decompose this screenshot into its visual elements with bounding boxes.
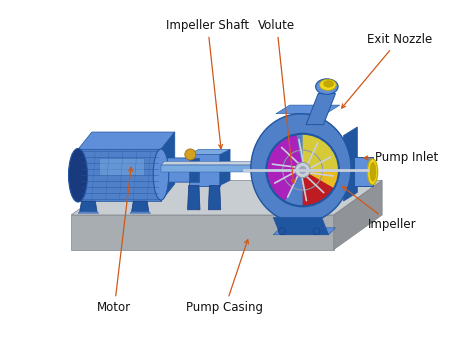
Polygon shape [334,180,382,249]
Ellipse shape [316,79,338,94]
Polygon shape [161,165,272,172]
Polygon shape [276,105,340,114]
Ellipse shape [153,149,169,200]
Text: Impeller: Impeller [342,186,417,231]
Ellipse shape [323,81,334,87]
Text: Volute: Volute [258,19,295,183]
Polygon shape [306,94,336,125]
Polygon shape [189,149,230,154]
Polygon shape [132,201,149,212]
Polygon shape [273,218,328,235]
Circle shape [295,162,310,178]
Polygon shape [78,149,161,201]
Circle shape [299,167,306,174]
Polygon shape [208,186,221,210]
Polygon shape [99,158,144,175]
Polygon shape [189,154,220,186]
Polygon shape [220,149,230,186]
Polygon shape [78,212,99,213]
Polygon shape [344,127,357,201]
Ellipse shape [370,162,376,181]
Polygon shape [71,180,382,215]
Polygon shape [130,212,151,213]
Ellipse shape [319,79,336,91]
Polygon shape [273,228,336,235]
Polygon shape [161,158,199,182]
Text: Pump Inlet: Pump Inlet [364,151,438,164]
Text: Pump Casing: Pump Casing [186,240,264,314]
Polygon shape [354,157,373,186]
Polygon shape [80,201,97,212]
Text: Impeller Shaft: Impeller Shaft [166,19,249,149]
Polygon shape [161,161,275,165]
Polygon shape [188,186,200,210]
Polygon shape [189,158,199,182]
Ellipse shape [367,159,378,185]
Wedge shape [266,134,303,202]
Wedge shape [303,170,339,206]
Circle shape [185,149,196,160]
Text: Exit Nozzle: Exit Nozzle [342,33,432,108]
Polygon shape [78,132,175,149]
Wedge shape [303,134,339,188]
Text: Motor: Motor [97,167,133,314]
Polygon shape [71,215,334,249]
Polygon shape [161,132,175,201]
Ellipse shape [69,149,88,202]
Ellipse shape [251,114,351,223]
Circle shape [278,228,285,235]
Circle shape [313,228,320,235]
